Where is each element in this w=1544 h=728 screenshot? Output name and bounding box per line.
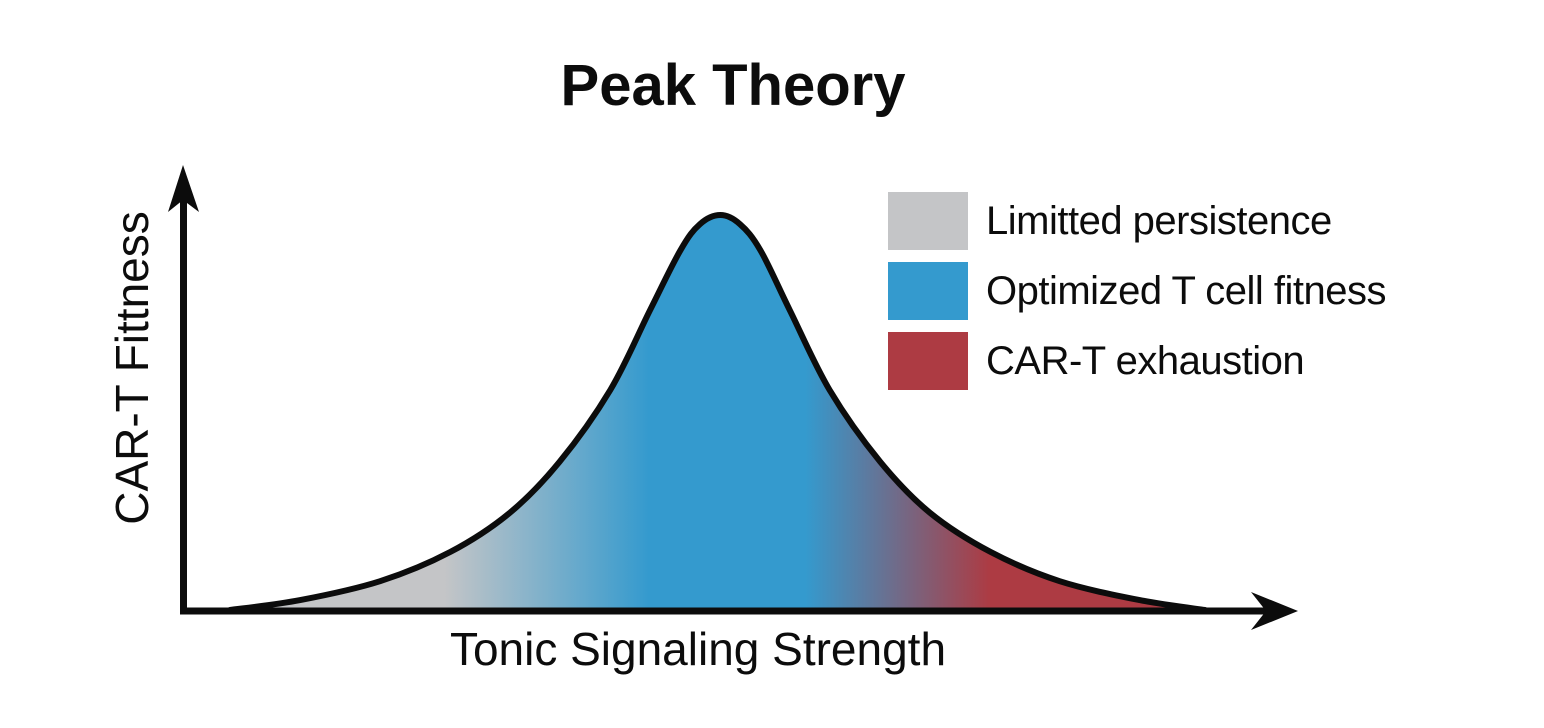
legend-swatch-car-t-exhaustion <box>888 332 968 390</box>
x-axis-arrowhead <box>1251 592 1298 630</box>
legend: Limitted persistence Optimized T cell fi… <box>888 192 1387 402</box>
legend-label: Limitted persistence <box>986 198 1332 243</box>
y-axis-label: CAR-T Fittness <box>106 211 158 525</box>
fitness-curve-fill <box>230 215 1205 610</box>
legend-swatch-limited-persistence <box>888 192 968 250</box>
fitness-curve-outline <box>227 212 1208 613</box>
legend-label: Optimized T cell fitness <box>986 268 1387 313</box>
chart-title: Peak Theory <box>560 53 906 118</box>
legend-item: Optimized T cell fitness <box>888 262 1387 320</box>
legend-swatch-optimized-fitness <box>888 262 968 320</box>
legend-item: CAR-T exhaustion <box>888 332 1386 390</box>
x-axis-label: Tonic Signaling Strength <box>449 623 947 675</box>
legend-label: CAR-T exhaustion <box>986 338 1305 383</box>
legend-item: Limitted persistence <box>888 192 1386 250</box>
y-axis-arrowhead <box>168 165 199 212</box>
